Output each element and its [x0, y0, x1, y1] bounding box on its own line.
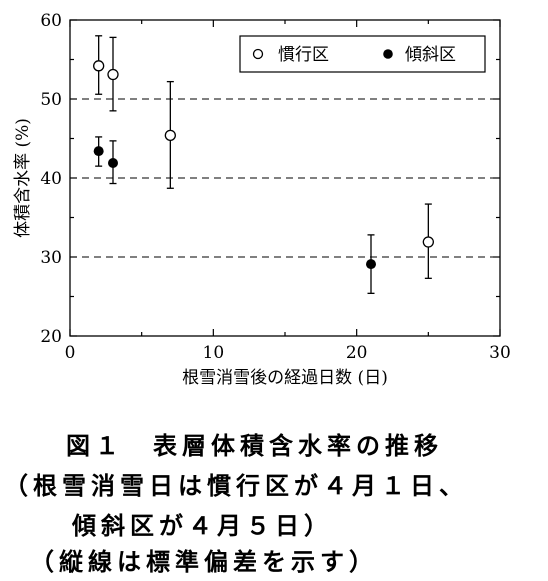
legend-filled-circle-marker [383, 49, 393, 59]
legend: 慣行区 傾斜区 [239, 35, 486, 73]
x-tick-label: 0 [65, 343, 76, 363]
data-point-open [422, 236, 434, 248]
data-point-open [93, 60, 105, 72]
legend-label-kanko: 慣行区 [278, 45, 329, 65]
y-tick-label: 40 [40, 169, 62, 189]
figure-caption-title: 図１ 表層体積含水率の推移 [66, 432, 443, 460]
data-point-filled [93, 146, 104, 157]
figure-caption-note-3: （縦線は標準偏差を示す） [30, 548, 378, 576]
y-tick-label: 60 [40, 11, 62, 31]
y-tick-label: 50 [40, 90, 62, 110]
axis-ticks [69, 19, 501, 337]
error-bars [95, 35, 432, 294]
legend-box [239, 35, 486, 73]
legend-label-keisha: 傾斜区 [405, 45, 456, 65]
data-point-filled [108, 157, 118, 168]
x-tick-label: 10 [203, 343, 225, 363]
grid-lines [70, 98, 500, 258]
legend-open-circle-marker [252, 48, 264, 60]
figure-caption-note-1: （根雪消雪日は慣行区が４月１日、 [4, 472, 468, 500]
x-tick-label: 20 [346, 343, 368, 363]
tick-labels: 20 30 40 50 60 0 10 20 30 [40, 11, 510, 363]
data-point-open [164, 129, 176, 141]
chart: 20 30 40 50 60 0 10 20 30 慣行区 傾斜区 体積含水率 (%) 根雪消雪… [13, 11, 511, 388]
x-tick-label: 30 [489, 343, 511, 363]
y-axis-label: 体積含水率 (%) [13, 118, 33, 238]
y-tick-label: 20 [40, 327, 62, 347]
data-point-filled [366, 259, 376, 270]
data-point-open [107, 68, 119, 81]
figure-caption-note-2: 傾斜区が４月５日） [72, 512, 333, 540]
x-axis-label: 根雪消雪後の経過日数 (日) [182, 368, 388, 388]
data-markers [93, 60, 434, 270]
y-tick-label: 30 [40, 248, 62, 268]
